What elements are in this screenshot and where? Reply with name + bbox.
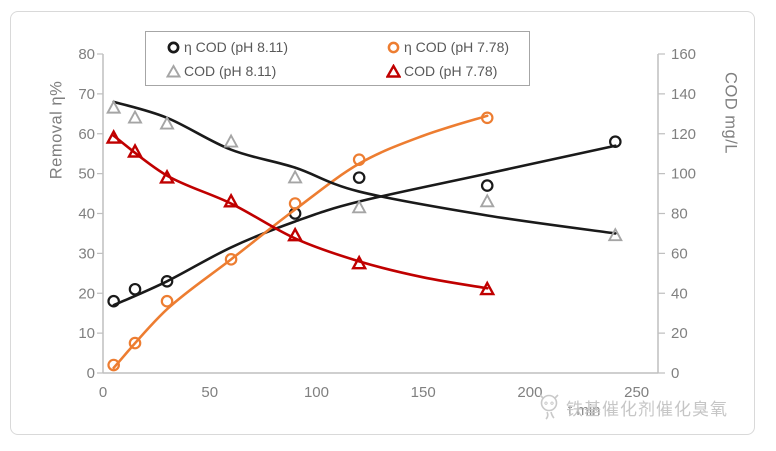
watermark-mascot-icon	[534, 391, 566, 428]
legend-item-eta-cod-ph811: η COD (pH 8.11)	[166, 39, 386, 55]
x-tick-label: 150	[411, 384, 436, 401]
data-point-marker-2	[106, 99, 122, 114]
legend-circle-marker-icon	[167, 41, 180, 53]
x-tick-label: 100	[304, 384, 329, 401]
legend-label: η COD (pH 8.11)	[184, 39, 288, 55]
data-point-marker-0	[480, 179, 494, 192]
y-axis-left-title: Removal η%	[47, 80, 66, 180]
y-left-tick-label: 80	[78, 46, 95, 63]
legend-circle-marker-icon	[387, 41, 400, 53]
data-point-marker-0	[160, 274, 174, 288]
data-point-marker-0	[107, 294, 120, 308]
data-point-marker-1	[352, 153, 366, 166]
legend: η COD (pH 8.11) η COD (pH 7.78) COD (pH …	[145, 31, 530, 86]
x-tick-label: 0	[99, 384, 107, 401]
data-point-marker-2	[127, 109, 143, 124]
y-left-tick-label: 30	[78, 245, 95, 262]
legend-item-cod-ph811: COD (pH 8.11)	[166, 63, 386, 79]
y-right-tick-label: 120	[671, 126, 696, 143]
data-point-marker-3	[126, 142, 144, 158]
data-point-marker-1	[160, 294, 174, 308]
y-right-tick-label: 160	[671, 46, 696, 63]
y-left-tick-label: 10	[78, 325, 95, 342]
y-right-tick-label: 60	[671, 245, 688, 262]
data-point-marker-1	[224, 253, 238, 266]
data-point-marker-3	[159, 168, 176, 184]
legend-triangle-marker-icon	[166, 63, 181, 77]
legend-label: COD (pH 8.11)	[184, 63, 277, 79]
y-right-tick-label: 80	[671, 206, 688, 223]
data-point-marker-1	[480, 111, 494, 125]
data-point-marker-2	[607, 227, 623, 242]
trendline-3	[112, 134, 489, 290]
data-point-marker-1	[107, 358, 120, 372]
legend-label: η COD (pH 7.78)	[404, 39, 510, 55]
y-right-tick-label: 0	[671, 365, 679, 382]
data-point-marker-1	[288, 197, 302, 210]
data-point-marker-3	[351, 254, 368, 270]
data-point-marker-2	[351, 199, 367, 214]
legend-triangle-marker-icon	[386, 63, 401, 78]
data-point-marker-2	[479, 193, 495, 208]
trendline-2	[112, 100, 617, 235]
y-right-tick-label: 100	[671, 166, 696, 183]
y-axis-right-title: COD mg/L	[721, 72, 740, 154]
legend-item-cod-ph778: COD (pH 7.78)	[386, 63, 529, 79]
x-tick-label: 200	[517, 384, 542, 401]
x-tick-label: 50	[201, 384, 218, 401]
watermark-text: 铁基催化剂催化臭氧	[566, 400, 728, 419]
y-right-tick-label: 140	[671, 86, 696, 103]
y-left-tick-label: 50	[78, 166, 95, 183]
data-point-marker-0	[352, 171, 366, 184]
x-tick-label: 250	[624, 384, 649, 401]
y-right-tick-label: 40	[671, 285, 688, 302]
data-point-marker-0	[128, 282, 142, 296]
y-left-tick-label: 70	[78, 86, 95, 103]
data-point-marker-2	[287, 169, 303, 184]
legend-label: COD (pH 7.78)	[404, 63, 498, 79]
y-left-tick-label: 20	[78, 285, 95, 302]
data-point-marker-3	[287, 226, 304, 242]
trendline-0	[112, 144, 617, 307]
y-left-tick-label: 0	[87, 365, 95, 382]
data-point-marker-3	[105, 129, 122, 144]
y-right-tick-label: 20	[671, 325, 688, 342]
data-point-marker-1	[128, 336, 142, 350]
y-left-tick-label: 60	[78, 126, 95, 143]
data-point-marker-2	[159, 115, 175, 130]
data-point-marker-3	[479, 280, 496, 296]
data-point-marker-3	[223, 192, 240, 208]
legend-item-eta-cod-ph778: η COD (pH 7.78)	[386, 39, 529, 55]
data-point-marker-2	[223, 133, 239, 148]
y-left-tick-label: 40	[78, 206, 95, 223]
data-point-marker-0	[609, 135, 622, 149]
x-axis-title: t min	[568, 402, 601, 419]
